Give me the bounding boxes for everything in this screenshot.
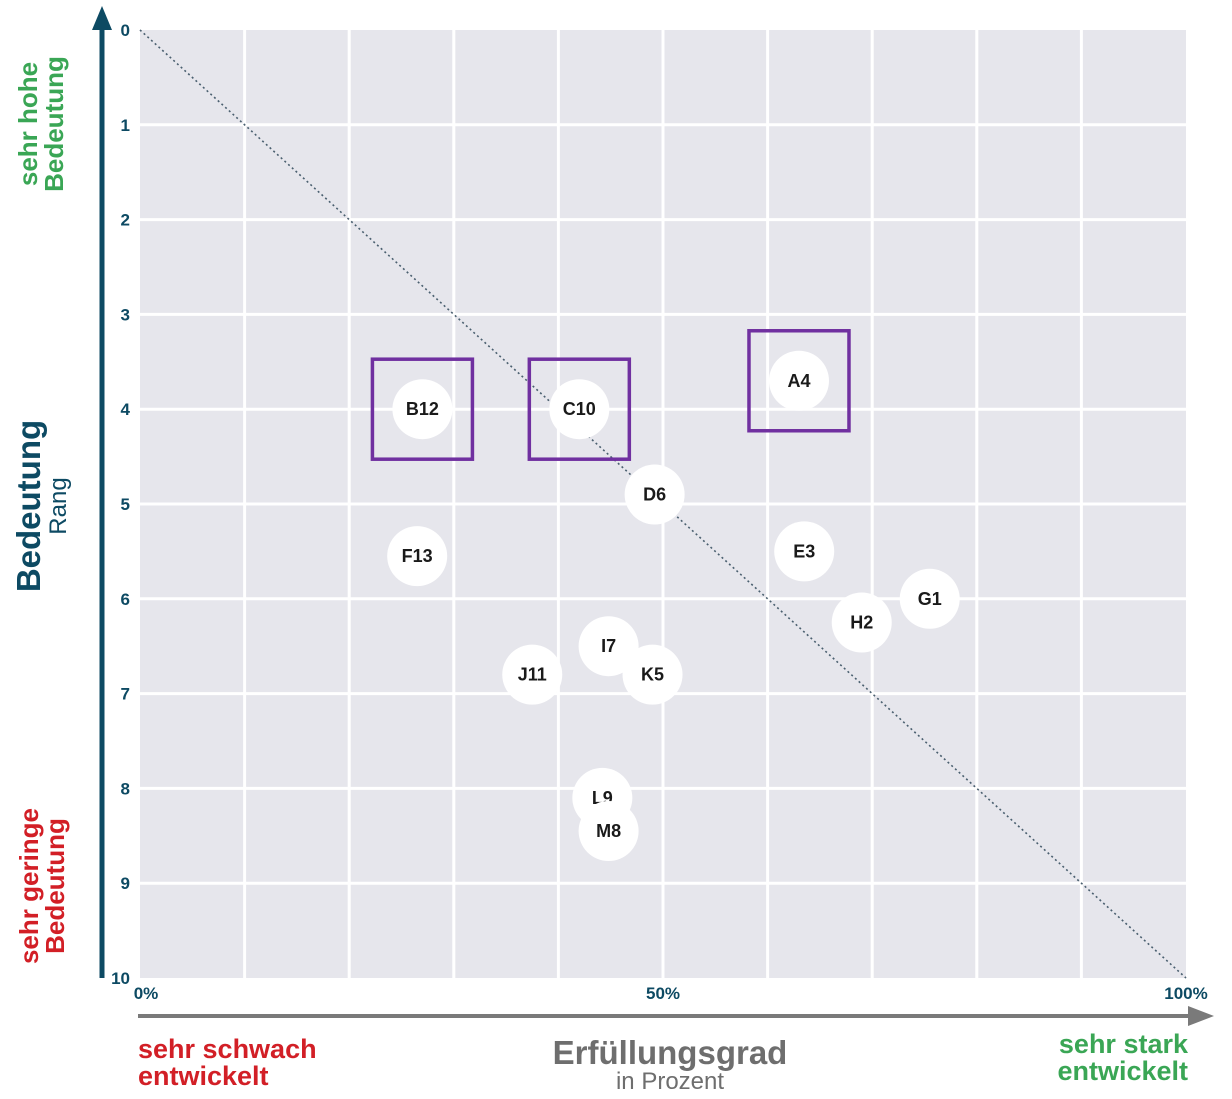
y-axis-subtitle: Rang xyxy=(45,477,72,535)
y-top-label-line1: sehr hohe xyxy=(13,61,43,187)
data-point-m8: M8 xyxy=(578,801,639,862)
data-point-label: M8 xyxy=(596,821,621,841)
highlight-box xyxy=(747,329,851,433)
y-tick-labels: 0 1 2 3 4 5 6 7 8 9 10 xyxy=(111,21,130,988)
highlight-box xyxy=(370,357,475,461)
x-right-label: sehr stark entwickelt xyxy=(1008,1031,1188,1085)
data-point-marker xyxy=(622,644,683,705)
data-point-b12: B12 xyxy=(370,357,475,461)
data-point-i7: I7 xyxy=(578,616,639,677)
x-right-label-line2: entwickelt xyxy=(1057,1056,1188,1086)
y-bottom-label: sehr geringe Bedeutung xyxy=(14,798,72,974)
highlight-box xyxy=(527,357,632,461)
x-left-label-line1: sehr schwach xyxy=(138,1034,317,1064)
data-point-label: H2 xyxy=(850,613,873,633)
y-tick-label: 3 xyxy=(121,305,130,324)
data-point-label: E3 xyxy=(793,541,815,561)
x-tick-labels: 0% 50% 100% xyxy=(134,984,1208,1003)
data-point-d6: D6 xyxy=(624,464,685,525)
y-bottom-label-line2: Bedeutung xyxy=(40,818,70,954)
data-point-label: C10 xyxy=(563,399,596,419)
y-axis-title: Bedeutung xyxy=(10,419,47,593)
data-point-h2: H2 xyxy=(831,592,892,653)
y-tick-label: 0 xyxy=(121,21,130,40)
data-point-f13: F13 xyxy=(387,526,448,587)
data-point-marker xyxy=(549,379,610,440)
data-point-label: K5 xyxy=(641,665,664,685)
y-top-label-line2: Bedeutung xyxy=(39,56,69,192)
data-point-label: G1 xyxy=(918,589,942,609)
data-point-marker xyxy=(899,568,960,629)
y-tick-label: 4 xyxy=(121,400,131,419)
data-point-label: F13 xyxy=(402,546,433,566)
data-point-marker xyxy=(768,350,829,411)
y-top-label: sehr hohe Bedeutung xyxy=(13,49,71,199)
x-tick-label: 0% xyxy=(134,984,159,1003)
y-tick-label: 6 xyxy=(121,590,130,609)
y-tick-label: 7 xyxy=(121,685,130,704)
data-point-marker xyxy=(392,379,453,440)
data-point-marker xyxy=(624,464,685,525)
y-axis xyxy=(92,6,112,978)
data-point-k5: K5 xyxy=(622,644,683,705)
data-point-marker xyxy=(502,644,563,705)
data-point-e3: E3 xyxy=(774,521,835,582)
data-point-marker xyxy=(578,616,639,677)
data-point-label: D6 xyxy=(643,485,666,505)
y-axis-title-block: Bedeutung Rang xyxy=(10,406,74,606)
data-point-label: I7 xyxy=(601,636,616,656)
x-axis-arrowhead xyxy=(1188,1006,1214,1026)
data-point-g1: G1 xyxy=(899,568,960,629)
y-tick-label: 9 xyxy=(121,874,130,893)
x-axis xyxy=(138,1006,1214,1026)
x-tick-label: 50% xyxy=(646,984,680,1003)
data-point-label: J11 xyxy=(518,665,547,685)
data-point-label: A4 xyxy=(787,371,810,391)
data-point-c10: C10 xyxy=(527,357,632,461)
x-axis-subtitle: in Prozent xyxy=(615,1068,725,1095)
y-tick-label: 10 xyxy=(111,969,130,988)
data-point-label: B12 xyxy=(406,399,439,419)
y-tick-label: 2 xyxy=(121,211,130,230)
x-left-label: sehr schwach entwickelt xyxy=(138,1036,317,1090)
x-right-label-line1: sehr stark xyxy=(1058,1029,1188,1059)
x-left-label-line2: entwickelt xyxy=(138,1061,269,1091)
data-point-marker xyxy=(774,521,835,582)
x-axis-title: Erfüllungsgrad xyxy=(552,1034,788,1071)
data-point-marker xyxy=(387,526,448,587)
y-tick-label: 5 xyxy=(121,495,130,514)
y-axis-arrowhead xyxy=(92,6,112,30)
x-axis-title-block: Erfüllungsgrad in Prozent xyxy=(500,1036,840,1094)
y-tick-label: 1 xyxy=(121,116,130,135)
y-bottom-label-line1: sehr geringe xyxy=(14,807,44,965)
data-point-a4: A4 xyxy=(747,329,851,433)
data-point-marker xyxy=(831,592,892,653)
y-tick-label: 8 xyxy=(121,779,130,798)
data-point-j11: J11 xyxy=(502,644,563,705)
x-tick-label: 100% xyxy=(1164,984,1207,1003)
data-point-marker xyxy=(578,801,639,862)
